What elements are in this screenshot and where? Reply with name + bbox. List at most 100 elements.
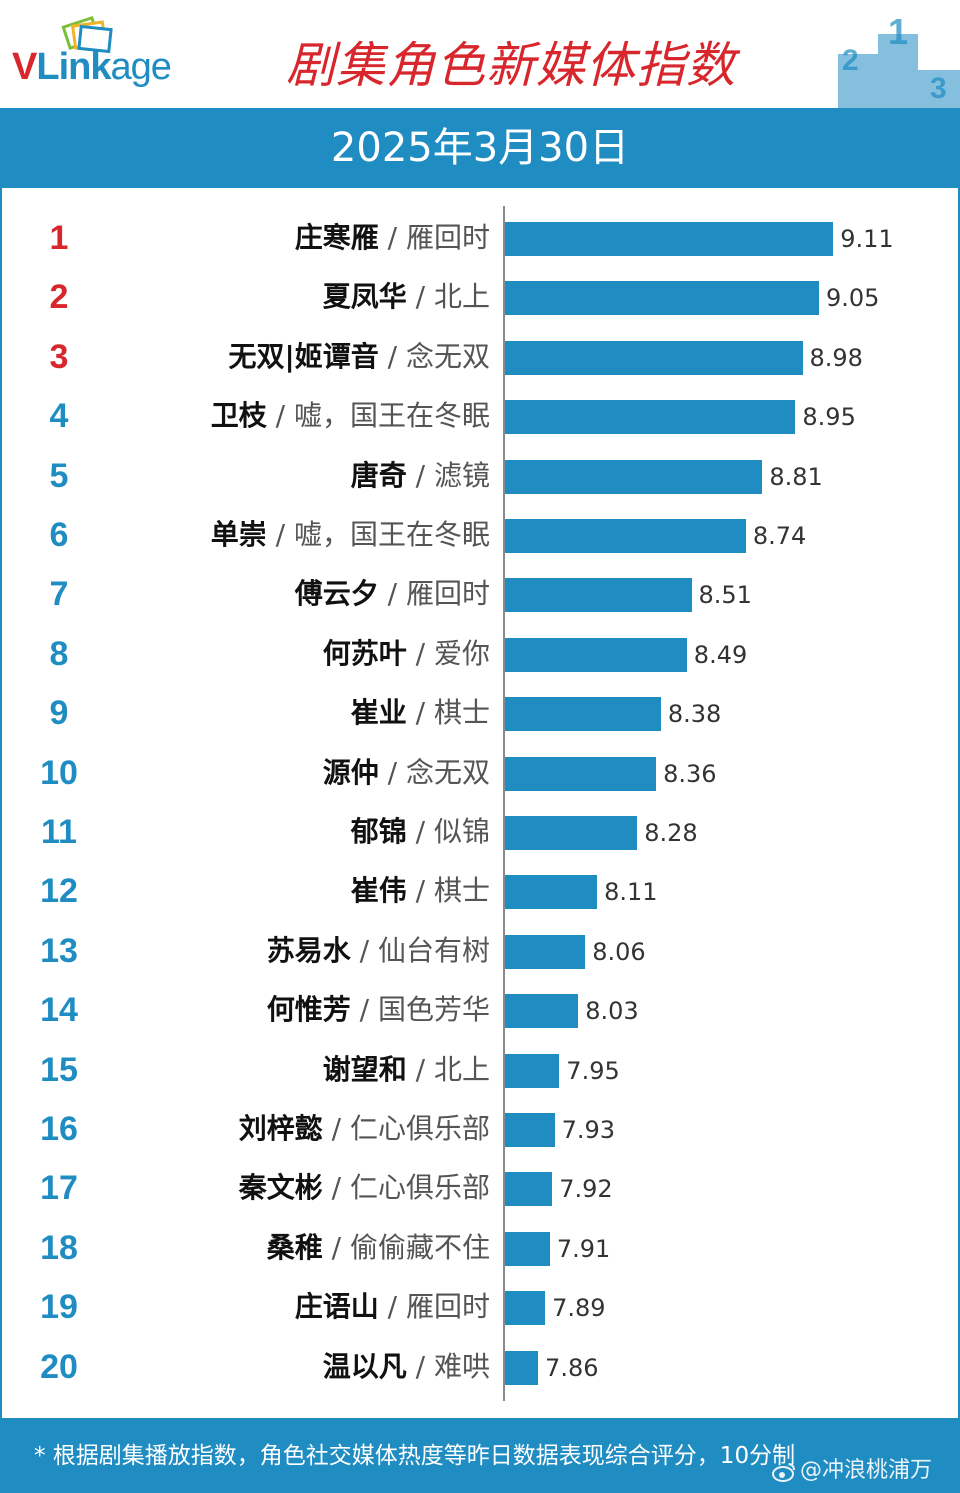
- rank-number: 17: [40, 1169, 78, 1208]
- header: VLinkage 剧集角色新媒体指数 2 1 3: [0, 0, 960, 108]
- y-axis-line: [503, 206, 505, 1401]
- separator: /: [406, 1349, 434, 1383]
- rank-number: 15: [40, 1050, 78, 1089]
- drama-title: 国色芳华: [377, 993, 490, 1027]
- drama-title: 难哄: [433, 1349, 490, 1383]
- bar-value-label: 7.89: [552, 1294, 606, 1323]
- separator: /: [378, 339, 406, 373]
- bar-label: 苏易水 / 仙台有树: [267, 931, 490, 971]
- bar-label: 庄语山 / 雁回时: [295, 1287, 490, 1327]
- drama-title: 雁回时: [405, 221, 490, 254]
- character-name: 崔伟: [350, 874, 407, 908]
- bar-value-label: 8.51: [698, 581, 752, 610]
- character-name: 卫枝: [210, 399, 267, 433]
- chart-date: 2025年3月30日: [330, 125, 630, 171]
- character-name: 崔业: [350, 696, 407, 730]
- bar-value-label: 8.11: [604, 878, 658, 907]
- bar: [505, 1350, 539, 1385]
- character-name: 何苏叶: [322, 636, 407, 670]
- character-name: 无双|姬谭音: [228, 339, 379, 373]
- drama-title: 滤镜: [433, 458, 490, 492]
- ranking-chart: 1 庄寒雁 / 雁回时 9.11 2 夏凤华 / 北上 9.05 3 无双|姬谭音 / 念无双…: [0, 188, 960, 1418]
- separator: /: [406, 696, 434, 730]
- bar: [505, 222, 834, 256]
- separator: /: [406, 1052, 434, 1086]
- date-band: 2025年3月30日: [0, 108, 960, 188]
- bar-value-label: 8.28: [644, 819, 698, 847]
- logo-cards-icon: [61, 16, 113, 54]
- separator: /: [350, 933, 378, 967]
- bar: [505, 994, 579, 1029]
- character-name: 源仲: [322, 755, 379, 789]
- rank-number: 12: [40, 872, 78, 911]
- bar-label: 刘梓懿 / 仁心俱乐部: [239, 1109, 490, 1149]
- rank-number: 19: [40, 1288, 78, 1327]
- rank-number: 5: [49, 456, 69, 495]
- bar-value-label: 8.81: [769, 462, 823, 491]
- bar: [505, 578, 692, 613]
- rank-number: 8: [49, 634, 69, 673]
- footer-band: [0, 1418, 960, 1493]
- separator: /: [378, 1290, 406, 1324]
- bar-label: 无双|姬谭音 / 念无双: [229, 337, 490, 377]
- rank-number: 1: [49, 219, 69, 257]
- drama-title: 偷偷藏不住: [349, 1230, 490, 1264]
- bar-value-label: 8.03: [585, 997, 639, 1026]
- bar-value-label: 8.06: [592, 937, 646, 966]
- character-name: 傅云夕: [294, 577, 379, 611]
- rank-number: 9: [49, 694, 69, 733]
- bar-label: 何苏叶 / 爱你: [323, 634, 490, 674]
- drama-title: 嘘，国王在冬眠: [293, 399, 490, 433]
- bar-value-label: 9.11: [840, 225, 894, 253]
- separator: /: [406, 280, 434, 314]
- drama-title: 似锦: [433, 815, 490, 848]
- bar-value-label: 7.91: [556, 1234, 611, 1263]
- weibo-icon: [772, 1463, 795, 1482]
- separator: /: [406, 636, 434, 670]
- bar-value-label: 8.95: [802, 403, 856, 432]
- bar-label: 卫枝 / 嘘，国王在冬眠: [211, 396, 490, 436]
- character-name: 刘梓懿: [238, 1112, 323, 1145]
- bar: [505, 697, 661, 732]
- podium-icon: 2 1 3: [838, 14, 960, 108]
- separator: /: [266, 518, 294, 551]
- logo-text: VLinkage: [12, 46, 172, 88]
- drama-title: 仙台有树: [377, 933, 490, 967]
- bar: [505, 519, 746, 553]
- bar-value-label: 7.93: [561, 1116, 616, 1144]
- bar-label: 崔业 / 棋士: [351, 693, 490, 733]
- bar-value-label: 7.92: [559, 1175, 613, 1204]
- drama-title: 仁心俱乐部: [349, 1112, 490, 1145]
- separator: /: [322, 1171, 350, 1205]
- separator: /: [378, 755, 406, 789]
- drama-title: 棋士: [433, 696, 490, 730]
- separator: /: [378, 577, 406, 611]
- rank-number: 7: [49, 575, 69, 614]
- rank-number: 4: [49, 397, 69, 436]
- drama-title: 念无双: [405, 339, 490, 373]
- drama-title: 北上: [433, 280, 490, 314]
- bar-label: 唐奇 / 滤镜: [351, 456, 490, 496]
- rank-number: 2: [49, 278, 69, 317]
- separator: /: [378, 221, 406, 254]
- bar-value-label: 7.86: [545, 1353, 599, 1382]
- bar-value-label: 8.74: [752, 522, 807, 550]
- separator: /: [322, 1112, 350, 1145]
- podium-number-1: 1: [888, 14, 908, 52]
- bar: [505, 1113, 555, 1147]
- bar-label: 崔伟 / 棋士: [351, 871, 490, 911]
- character-name: 夏凤华: [322, 280, 407, 314]
- character-name: 庄寒雁: [294, 221, 379, 254]
- bar-label: 秦文彬 / 仁心俱乐部: [239, 1168, 490, 1208]
- podium-number-2: 2: [842, 44, 859, 77]
- rank-number: 20: [40, 1347, 78, 1386]
- separator: /: [322, 1230, 350, 1264]
- bar-label: 谢望和 / 北上: [323, 1050, 490, 1090]
- separator: /: [406, 458, 434, 492]
- separator: /: [406, 874, 434, 908]
- bar: [505, 1053, 560, 1088]
- watermark: @冲浪桃浦万: [800, 1458, 933, 1483]
- bar-value-label: 8.98: [809, 343, 863, 372]
- drama-title: 嘘，国王在冬眠: [293, 518, 490, 551]
- bar-label: 桑稚 / 偷偷藏不住: [267, 1228, 490, 1268]
